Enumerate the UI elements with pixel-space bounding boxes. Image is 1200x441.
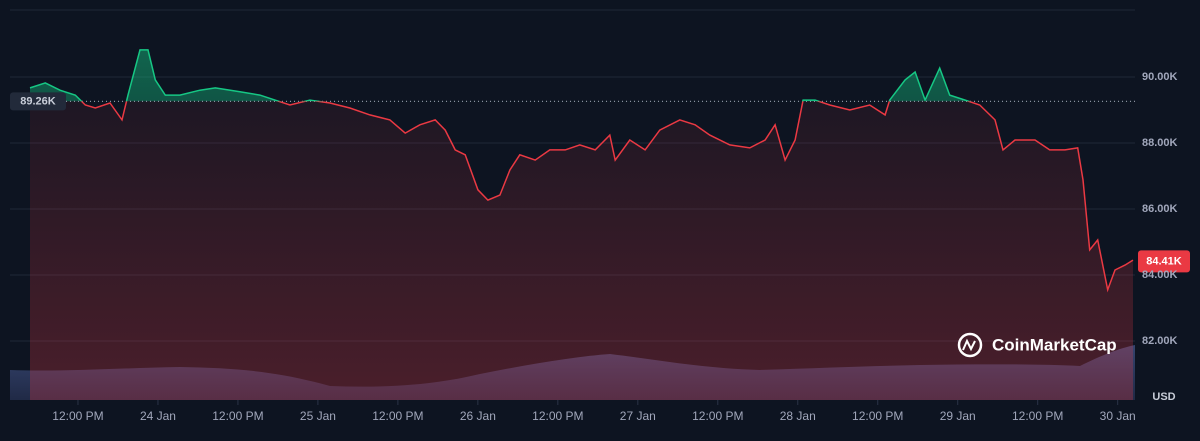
reference-label: 89.26K — [20, 95, 56, 107]
y-tick-label: 86.00K — [1142, 203, 1178, 215]
price-line-up — [29, 49, 972, 102]
y-tick-label: 88.00K — [1142, 137, 1178, 149]
x-tick-label: 26 Jan — [460, 409, 496, 423]
reference-badge — [10, 92, 66, 111]
x-tick-label: 12:00 PM — [692, 409, 743, 423]
x-tick-label: 25 Jan — [300, 409, 336, 423]
x-tick-label: 28 Jan — [780, 409, 816, 423]
x-tick-label: 29 Jan — [940, 409, 976, 423]
x-tick-label: 30 Jan — [1100, 409, 1136, 423]
watermark: CoinMarketCap — [992, 335, 1117, 354]
x-tick-label: 12:00 PM — [852, 409, 903, 423]
y-tick-label: 84.00K — [1142, 269, 1178, 281]
watermark-logo — [957, 332, 983, 358]
last-price-badge — [1138, 250, 1190, 273]
x-tick-label: 12:00 PM — [212, 409, 263, 423]
plot: 89.26K 84.41K — [10, 49, 1190, 400]
x-tick-label: 12:00 PM — [1012, 409, 1063, 423]
x-tick-label: 27 Jan — [620, 409, 656, 423]
y-tick-label: 82.00K — [1142, 335, 1178, 347]
x-tick-label: 12:00 PM — [372, 409, 423, 423]
y-tick-label: 90.00K — [1142, 71, 1178, 83]
area-down — [30, 101, 1133, 400]
currency-label: USD — [1152, 391, 1175, 403]
price-line-down — [80, 101, 1134, 293]
x-tick-label: 12:00 PM — [52, 409, 103, 423]
x-tick-label: 24 Jan — [140, 409, 176, 423]
x-tick-label: 12:00 PM — [532, 409, 583, 423]
last-price-label: 84.41K — [1146, 255, 1182, 267]
